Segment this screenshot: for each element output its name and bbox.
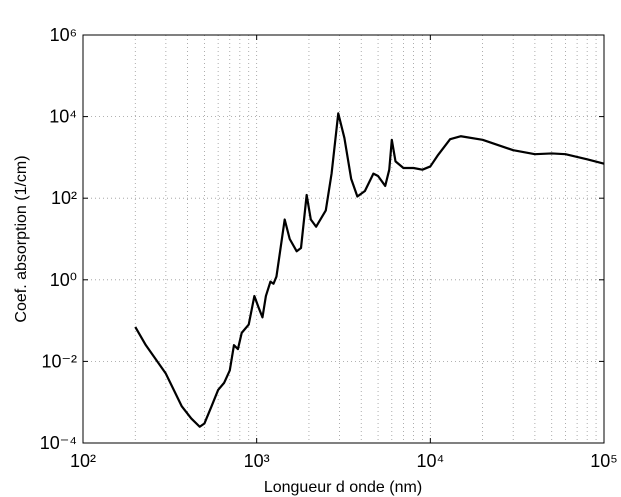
y-tick-label: 10⁰ (50, 270, 77, 290)
y-tick-label: 10⁻⁴ (40, 433, 77, 453)
y-tick-label: 10² (51, 188, 77, 208)
x-tick-label: 10⁴ (416, 451, 444, 471)
y-axis-label: Coef. absorption (1/cm) (13, 155, 30, 322)
data-line (134, 112, 605, 428)
plot-frame (82, 34, 605, 444)
x-tick-label: 10³ (244, 451, 270, 471)
x-tick-label: 10² (70, 451, 96, 471)
x-axis-label: Longueur d onde (nm) (264, 479, 422, 496)
y-tick-label: 10⁴ (49, 107, 77, 127)
x-tick-label: 10⁵ (590, 451, 617, 471)
y-tick-label: 10⁻² (41, 351, 77, 371)
y-tick-label: 10⁶ (50, 25, 77, 45)
